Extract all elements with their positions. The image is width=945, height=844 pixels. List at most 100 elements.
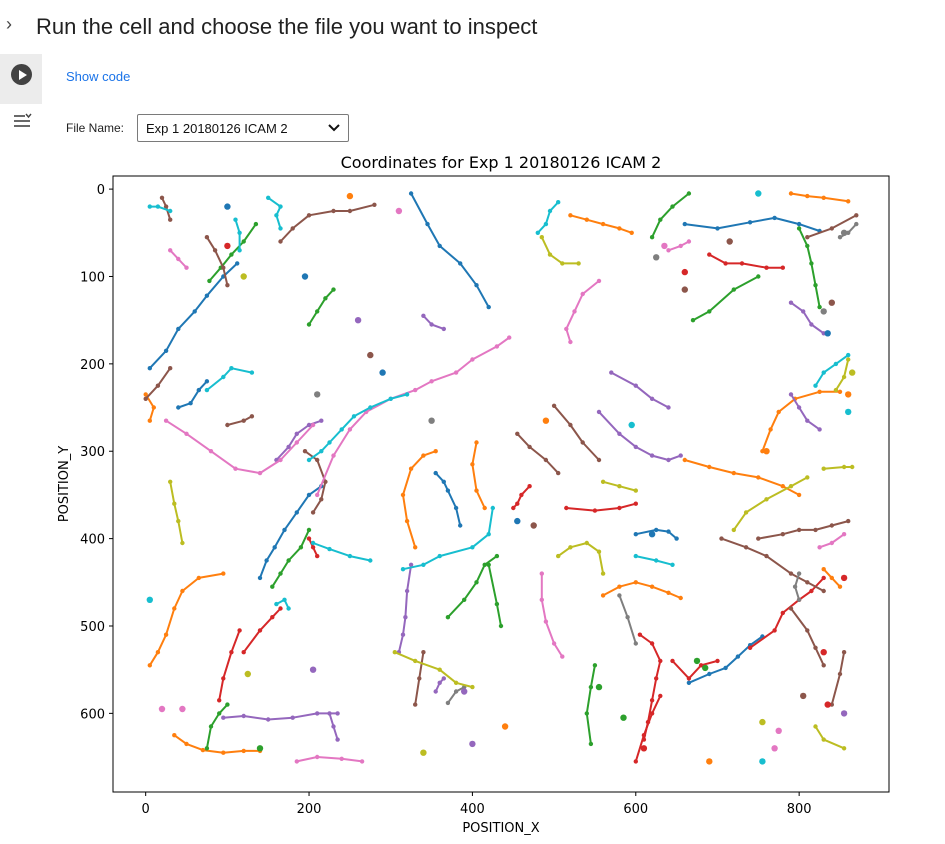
trajectory-point bbox=[286, 606, 291, 611]
trajectory-point bbox=[837, 235, 843, 240]
trajectory-point bbox=[564, 505, 569, 511]
trajectory-point bbox=[229, 366, 234, 371]
trajectory-point bbox=[294, 510, 299, 515]
collapse-chevron-icon[interactable]: › bbox=[6, 14, 12, 34]
trajectory-point bbox=[331, 724, 336, 729]
trajectory-point bbox=[846, 352, 851, 358]
trajectory-23 bbox=[692, 275, 759, 322]
trajectory-point bbox=[686, 191, 692, 196]
trajectory-point bbox=[600, 221, 606, 227]
cluster-point bbox=[824, 330, 831, 337]
trajectory-point bbox=[184, 265, 189, 270]
trajectory-point bbox=[196, 575, 201, 581]
trajectory-point bbox=[796, 527, 802, 533]
trajectory-point bbox=[511, 505, 516, 511]
trajectory-point bbox=[168, 366, 173, 371]
cluster-point bbox=[706, 758, 713, 765]
trajectory-point bbox=[413, 702, 418, 707]
cluster-point bbox=[379, 369, 386, 376]
trajectory-point bbox=[796, 597, 802, 602]
trajectory-point bbox=[788, 392, 794, 397]
trajectory-point bbox=[821, 466, 826, 471]
trajectory-point bbox=[829, 540, 834, 546]
file-name-select[interactable]: Exp 1 20180126 ICAM 2 bbox=[137, 114, 349, 142]
trajectory-point bbox=[584, 540, 589, 546]
trajectory-point bbox=[805, 580, 810, 585]
trajectory-point bbox=[155, 383, 161, 388]
trajectory-point bbox=[188, 401, 193, 406]
trajectory-point bbox=[147, 418, 152, 423]
trajectory-54 bbox=[279, 203, 375, 243]
trajectory-point bbox=[168, 217, 173, 222]
y-axis-label: POSITION_Y bbox=[57, 446, 72, 522]
trajectory-61 bbox=[790, 607, 825, 666]
trajectory-point bbox=[543, 221, 549, 227]
cluster-point bbox=[828, 299, 835, 306]
trajectory-point bbox=[143, 396, 148, 401]
trajectory-point bbox=[556, 200, 561, 205]
trajectory-point bbox=[841, 532, 847, 537]
trajectory-point bbox=[633, 759, 638, 764]
trajectory-point bbox=[658, 693, 663, 699]
trajectory-point bbox=[310, 540, 316, 546]
trajectory-point bbox=[674, 536, 679, 541]
trajectory-point bbox=[572, 309, 577, 314]
cluster-point bbox=[845, 391, 852, 398]
x-tick-label: 0 bbox=[142, 802, 150, 817]
trajectory-point bbox=[266, 717, 271, 722]
trajectory-point bbox=[180, 540, 185, 546]
cluster-point bbox=[224, 203, 231, 210]
trajectory-8 bbox=[148, 572, 224, 666]
cluster-point bbox=[240, 273, 247, 280]
trajectory-point bbox=[756, 536, 761, 541]
trajectory-point bbox=[306, 213, 312, 218]
trajectory-point bbox=[796, 571, 802, 576]
trajectory-point bbox=[490, 505, 495, 511]
trajectory-point bbox=[707, 309, 712, 314]
trajectory-point bbox=[249, 370, 255, 375]
trajectory-point bbox=[792, 584, 798, 589]
trajectory-point bbox=[229, 650, 234, 655]
trajectory-point bbox=[315, 492, 320, 498]
run-cell-button[interactable] bbox=[11, 64, 32, 85]
trajectory-point bbox=[315, 553, 320, 559]
trajectory-point bbox=[335, 737, 340, 742]
trajectory-point bbox=[494, 344, 500, 349]
trajectory-point bbox=[445, 488, 451, 493]
y-tick-label: 100 bbox=[80, 270, 105, 285]
trajectory-33 bbox=[708, 253, 783, 269]
trajectory-point bbox=[568, 422, 573, 428]
trajectory-point bbox=[429, 379, 434, 384]
trajectory-point bbox=[772, 215, 777, 221]
trajectory-87 bbox=[814, 354, 849, 387]
trajectory-point bbox=[600, 571, 606, 576]
trajectory-point bbox=[445, 700, 451, 706]
trajectory-point bbox=[408, 191, 414, 196]
trajectory-15 bbox=[790, 192, 849, 203]
trajectory-point bbox=[666, 457, 671, 463]
trajectory-point bbox=[470, 545, 475, 550]
cluster-point bbox=[820, 649, 827, 656]
form-settings-icon[interactable] bbox=[12, 112, 32, 130]
trajectory-point bbox=[421, 562, 426, 567]
trajectory-point bbox=[172, 606, 177, 611]
trajectory-point bbox=[221, 265, 226, 270]
show-code-link[interactable]: Show code bbox=[66, 69, 131, 84]
trajectory-point bbox=[649, 641, 655, 646]
trajectory-point bbox=[306, 492, 312, 498]
trajectory-point bbox=[841, 746, 847, 751]
x-tick-label: 400 bbox=[460, 802, 485, 817]
trajectory-point bbox=[266, 195, 271, 200]
trajectory-point bbox=[270, 615, 275, 620]
trajectory-point bbox=[168, 248, 173, 253]
trajectory-point bbox=[682, 221, 687, 227]
trajectory-point bbox=[474, 283, 479, 288]
trajectory-point bbox=[715, 226, 720, 231]
trajectory-point bbox=[302, 449, 308, 454]
trajectory-point bbox=[494, 553, 500, 559]
trajectory-66 bbox=[565, 280, 600, 343]
cluster-point bbox=[693, 657, 701, 665]
trajectory-point bbox=[270, 584, 275, 589]
trajectory-point bbox=[306, 422, 312, 428]
